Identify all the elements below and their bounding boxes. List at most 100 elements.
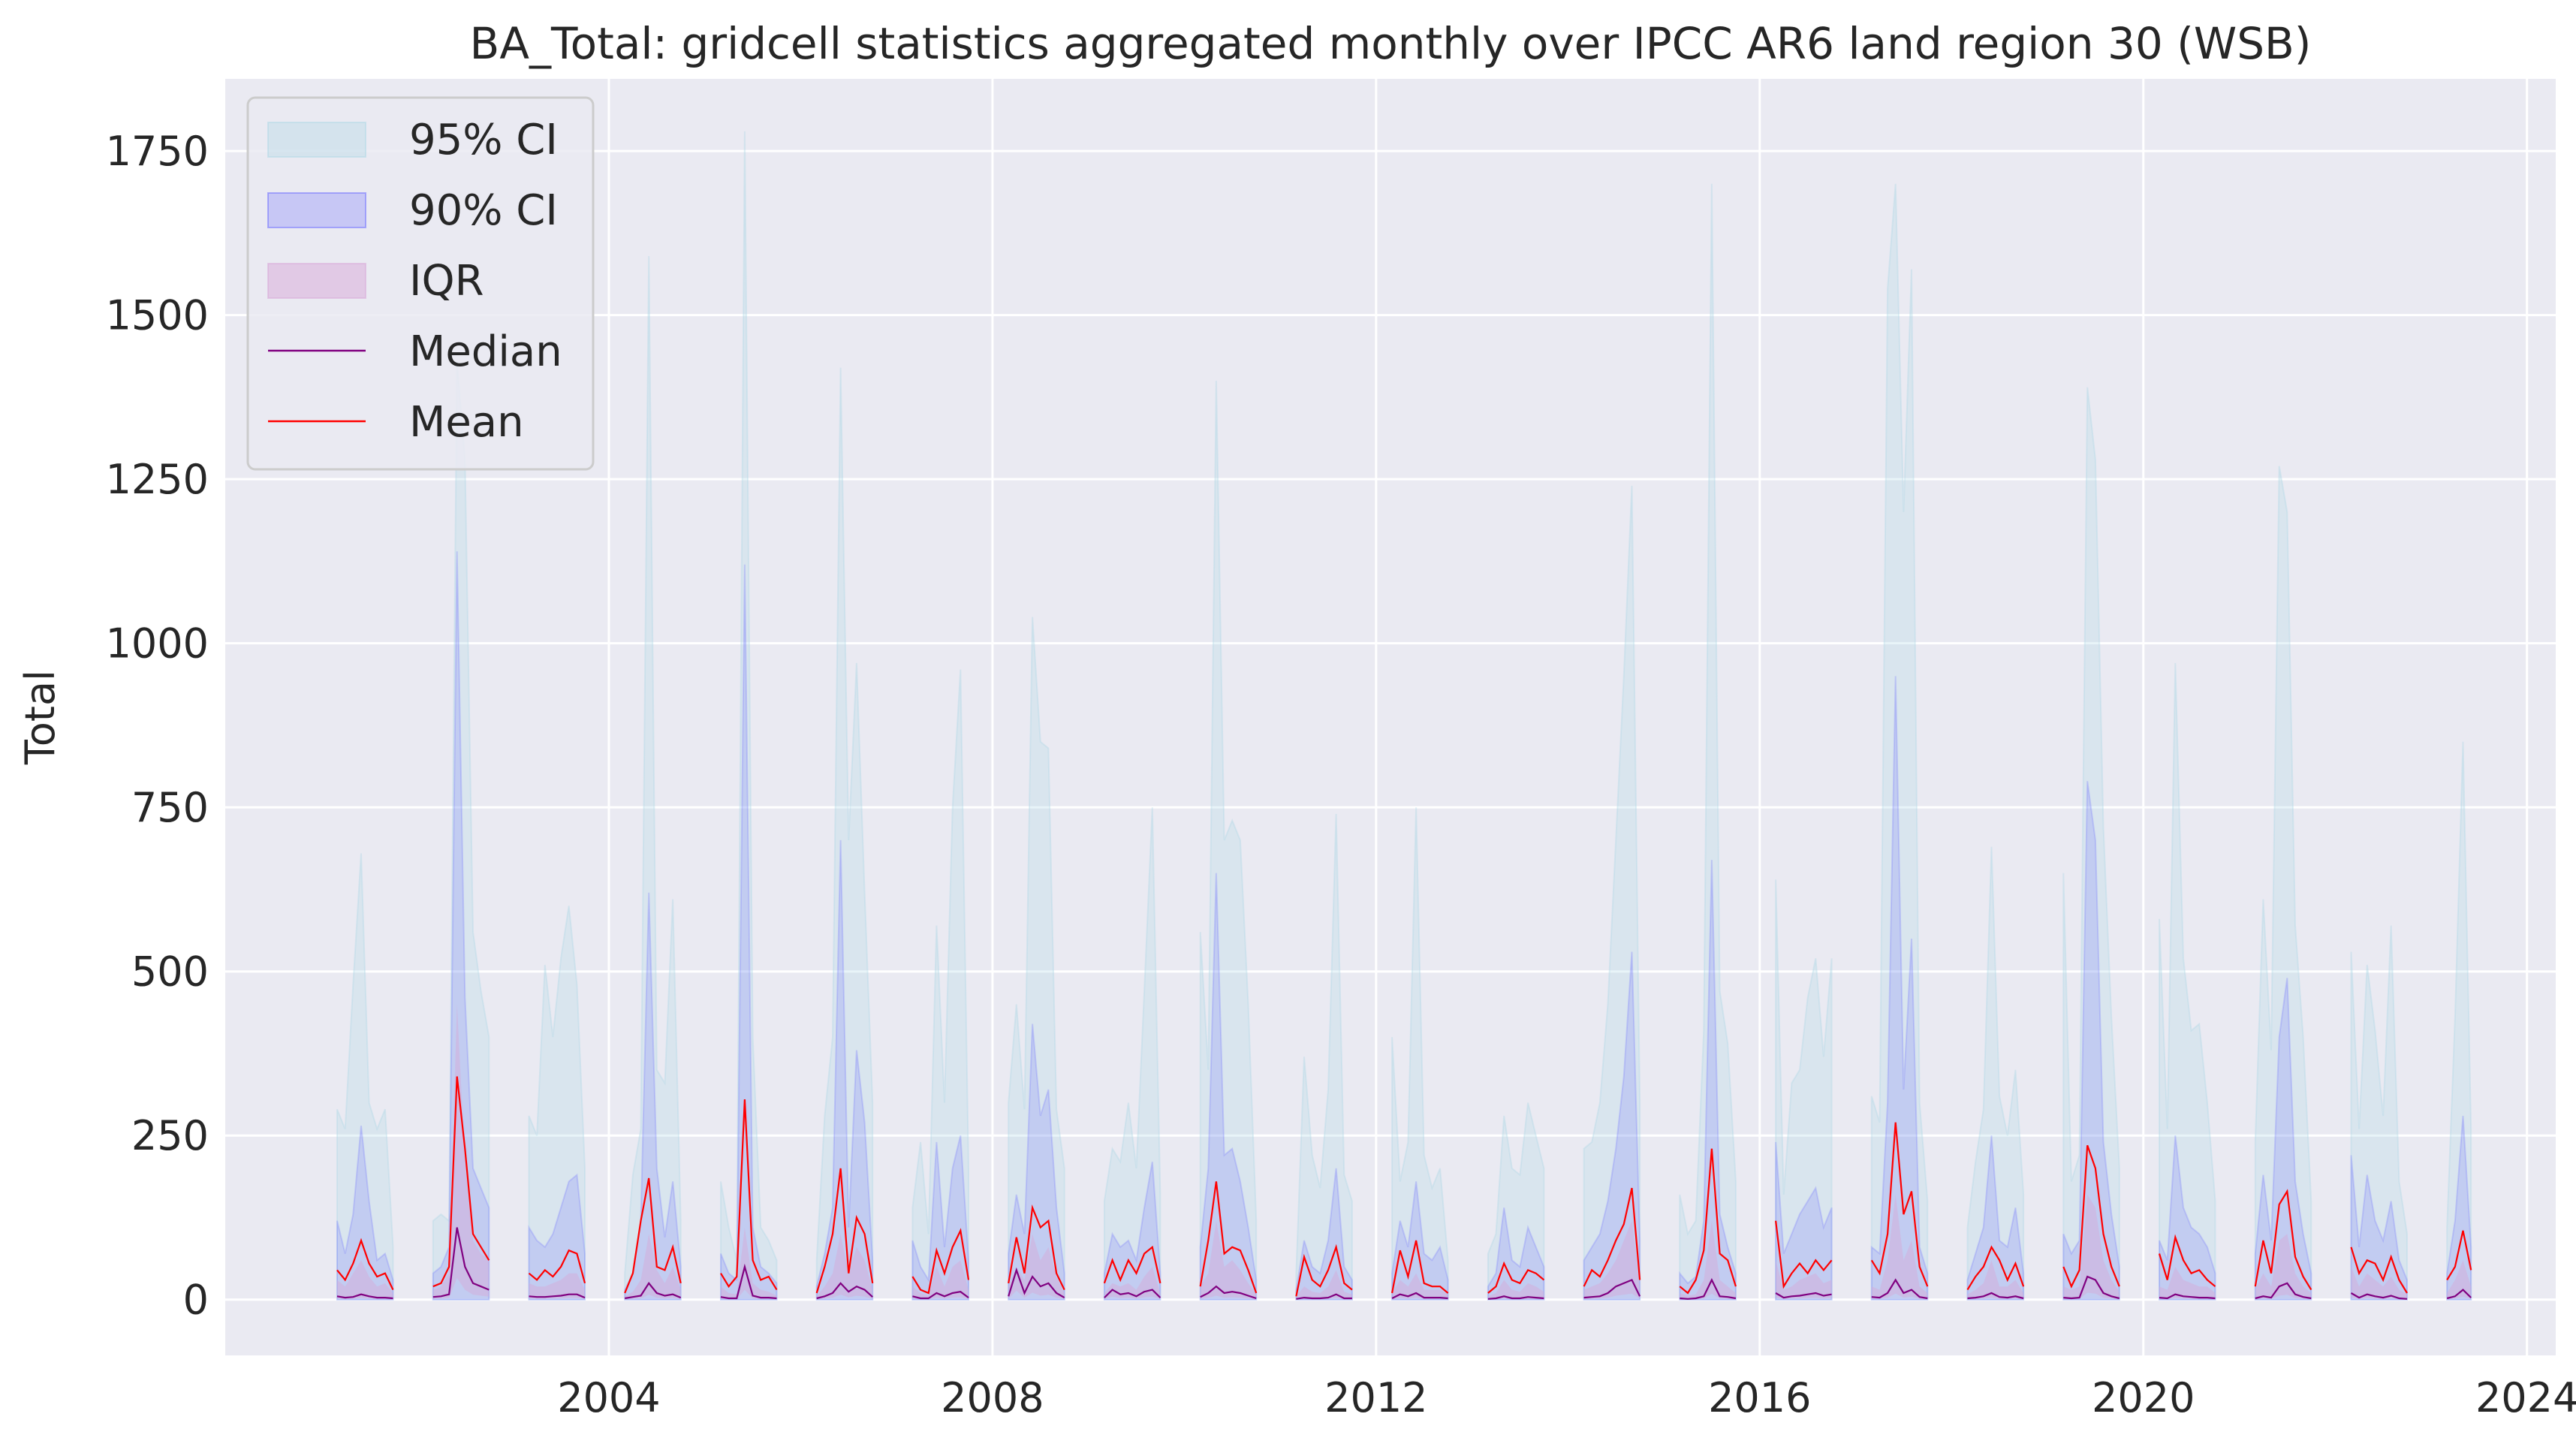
ci90-band: [1679, 860, 1737, 1301]
mean-line: [815, 1168, 874, 1294]
iqr-band: [1680, 1220, 1736, 1300]
median-line: [336, 1293, 393, 1300]
x-tick-label: 2012: [1324, 1374, 1427, 1421]
ci95-band: [1870, 183, 1929, 1301]
y-tick-labels: 0 250 500 750 1000 1250 1500 1750: [106, 128, 209, 1324]
median-line: [2159, 1293, 2216, 1300]
y-tick-label: 500: [131, 948, 209, 996]
median-line: [1200, 1285, 1257, 1300]
mean-line: [1583, 1187, 1641, 1287]
median-line: [2255, 1282, 2312, 1300]
median-line: [1104, 1289, 1161, 1298]
iqr-band: [2351, 1267, 2407, 1300]
legend-ci90-label: 90% CI: [409, 186, 558, 235]
mean-line: [2062, 1144, 2120, 1289]
median-line: [1487, 1295, 1544, 1300]
median-line: [1871, 1278, 1928, 1300]
mean-line: [624, 1177, 682, 1294]
legend-ci95-swatch: [267, 122, 366, 158]
mean-line: [2158, 1234, 2216, 1288]
iqr-band: [2063, 1194, 2120, 1300]
mean-line: [1295, 1244, 1353, 1297]
iqr-band: [1967, 1260, 2024, 1300]
median-line: [1775, 1292, 1832, 1299]
mean-line: [1008, 1204, 1065, 1291]
median-line: [625, 1282, 682, 1300]
mean-line: [432, 1076, 490, 1288]
ci90-band: [1103, 1162, 1161, 1301]
mean-line: [1199, 1181, 1258, 1294]
mean-line: [1775, 1220, 1833, 1289]
iqr-band: [1296, 1270, 1352, 1300]
ci95-band: [720, 131, 778, 1301]
ci95-band: [1775, 879, 1833, 1301]
iqr-band: [1776, 1260, 1832, 1299]
median-line: [1583, 1279, 1641, 1299]
ci95-band: [2350, 925, 2408, 1301]
mean-line: [720, 1099, 778, 1291]
iqr-band: [2447, 1260, 2472, 1300]
legend: 95% CI 90% CI IQR Median Mean: [246, 96, 595, 471]
ci90-band: [2159, 1135, 2216, 1301]
mean-line: [1487, 1261, 1545, 1294]
iqr-band: [432, 1004, 490, 1299]
ci95-band: [2159, 662, 2216, 1301]
ci90-band: [1870, 676, 1929, 1301]
ci90-band: [911, 1135, 969, 1301]
y-tick-label: 1750: [106, 128, 209, 175]
ci95-band: [1966, 846, 2025, 1301]
median-line: [1967, 1292, 2024, 1300]
x-tick-label: 2008: [941, 1374, 1044, 1421]
mean-line: [1103, 1245, 1161, 1284]
y-tick-label: 1500: [106, 292, 209, 339]
x-tick-label: 2004: [557, 1374, 660, 1421]
x-tick-label: 2016: [1708, 1374, 1811, 1421]
ci90-band: [1487, 1207, 1545, 1301]
ci95-band: [1008, 616, 1065, 1301]
iqr-band: [816, 1234, 873, 1300]
legend-ci90-swatch: [267, 192, 366, 228]
ci90-band: [2062, 781, 2120, 1301]
mean-line: [336, 1237, 394, 1291]
legend-mean-label: Mean: [409, 398, 524, 447]
median-line: [720, 1263, 777, 1300]
legend-box: [246, 96, 595, 471]
ci95-band: [2254, 466, 2312, 1301]
mean-line: [1870, 1122, 1929, 1287]
legend-ci95-label: 95% CI: [409, 116, 558, 164]
ci90-band: [2254, 978, 2312, 1301]
mean-line: [1966, 1245, 2025, 1291]
median-line: [529, 1293, 586, 1299]
iqr-band: [2255, 1234, 2312, 1300]
legend-median-label: Median: [409, 327, 562, 376]
y-tick-label: 0: [183, 1277, 209, 1324]
mean-line: [1391, 1240, 1449, 1294]
median-line: [1296, 1293, 1352, 1300]
data-bands: [336, 131, 2472, 1301]
mean-line: [2350, 1247, 2408, 1294]
ci95-band: [336, 853, 394, 1301]
ci95-band: [911, 669, 969, 1301]
median-line: [432, 1227, 490, 1298]
iqr-band: [1200, 1220, 1257, 1300]
ci95-band: [2062, 387, 2120, 1301]
median-line: [816, 1282, 873, 1300]
iqr-band: [912, 1260, 969, 1300]
ci90-band: [528, 1173, 586, 1301]
median-line: [2350, 1292, 2408, 1300]
ci90-band: [624, 892, 682, 1301]
ci95-band: [2446, 741, 2472, 1301]
ci95-band: [1391, 807, 1449, 1301]
legend-iqr-swatch: [267, 263, 366, 299]
mean-line: [2254, 1189, 2312, 1291]
mean-line: [2446, 1230, 2472, 1281]
y-tick-label: 750: [131, 784, 209, 831]
ci90-band: [815, 840, 874, 1301]
median-line: [1391, 1292, 1448, 1300]
ci95-band: [1199, 381, 1258, 1301]
iqr-band: [1008, 1234, 1065, 1299]
data-lines: [336, 1076, 2472, 1300]
y-tick-label: 1000: [106, 620, 209, 668]
ci90-band: [432, 551, 490, 1301]
y-tick-label: 250: [131, 1112, 209, 1159]
